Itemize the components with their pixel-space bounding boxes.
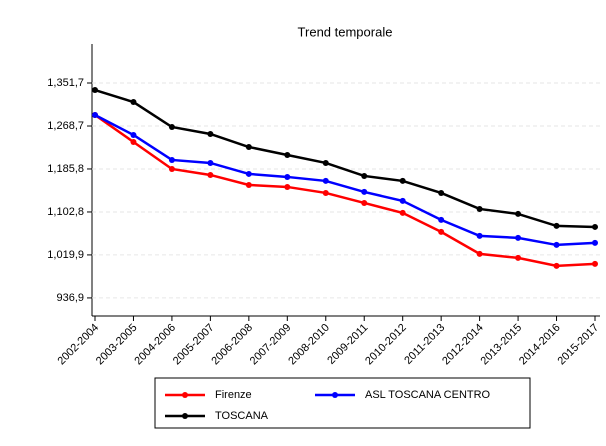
point [322,189,329,196]
point [438,228,445,235]
point [130,99,137,106]
point [245,181,252,188]
series-line [94,88,596,229]
series-line [94,113,596,247]
point [438,216,445,223]
point [515,254,522,261]
point [207,159,214,166]
point [592,223,598,230]
point [361,188,368,195]
y-tick-label: 1,019,9 [47,249,84,261]
point [476,250,483,257]
legend-label: ASL TOSCANA CENTRO [365,389,491,401]
chart-title: Trend temporale [298,24,393,39]
point [92,87,98,94]
x-tick-label: 2015-2017 [555,322,601,368]
point [130,131,137,138]
point [168,165,175,172]
point [399,197,406,204]
point [284,173,291,180]
y-tick-label: 1,185,8 [47,163,84,175]
point [476,232,483,239]
point [438,189,445,196]
legend-label: TOSCANA [215,410,269,422]
point [322,159,329,166]
point [515,210,522,217]
point [553,222,560,229]
point [168,123,175,130]
point [399,177,406,184]
point [322,177,329,184]
point [592,239,598,246]
y-tick-label: 1,268,7 [47,120,84,132]
point [553,262,560,269]
point [361,172,368,179]
point [245,143,252,150]
point [553,241,560,248]
legend-label: Firenze [215,389,252,401]
point [207,171,214,178]
point [207,130,214,137]
point [284,183,291,190]
y-tick-label: 1,351,7 [47,77,84,89]
point [515,234,522,241]
legend-marker [182,392,188,398]
point [168,156,175,163]
point [284,151,291,158]
x-tick-label: 2010-2012 [363,322,409,368]
legend-marker [332,392,338,398]
series-line [94,113,596,268]
legend-box [154,377,531,429]
point [399,209,406,216]
point [92,111,98,118]
y-tick-label: 936,9 [56,292,84,304]
point [130,138,137,145]
point [592,260,598,267]
y-tick-label: 1,102,8 [47,206,84,218]
x-tick-label: 2008-2010 [286,322,332,368]
point [476,205,483,212]
legend-marker [182,413,188,419]
point [245,170,252,177]
point [361,199,368,206]
